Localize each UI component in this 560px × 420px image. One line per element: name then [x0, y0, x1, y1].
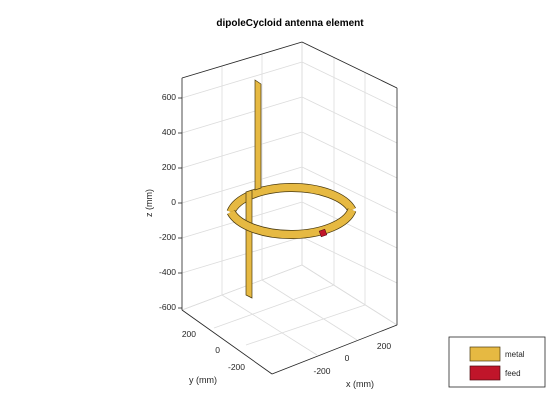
z-tick-label: -200 — [159, 232, 176, 242]
figure-title: dipoleCycloid antenna element — [216, 18, 364, 29]
y-tick-label: 0 — [215, 345, 220, 355]
y-axis-ticks: 200 0 -200 — [182, 329, 245, 372]
z-tick-label: -400 — [159, 267, 176, 277]
y-tick-label: -200 — [228, 362, 245, 372]
z-tick-label: -600 — [159, 302, 176, 312]
axes-box — [181, 41, 398, 375]
legend-swatch-metal — [469, 346, 501, 362]
x-axis-ticks: -200 0 200 — [313, 341, 391, 376]
legend: metal feed — [448, 336, 546, 388]
z-tick-label: 200 — [162, 162, 176, 172]
x-tick-label: 0 — [345, 353, 350, 363]
z-tick-label: 0 — [171, 197, 176, 207]
x-tick-label: 200 — [377, 341, 391, 351]
legend-label-metal: metal — [505, 350, 525, 359]
z-tick-label: 400 — [162, 127, 176, 137]
x-axis-label: x (mm) — [346, 379, 374, 389]
z-tick-label: 600 — [162, 92, 176, 102]
dipole-upper-arm — [254, 79, 262, 191]
feed-marker — [318, 228, 328, 238]
z-axis-label: z (mm) — [144, 189, 154, 217]
y-axis-label: y (mm) — [189, 375, 217, 385]
dipole-lower-arm — [245, 189, 253, 299]
y-tick-label: 200 — [182, 329, 196, 339]
legend-label-feed: feed — [505, 369, 521, 378]
axes-grid — [181, 41, 398, 375]
legend-swatch-feed — [469, 365, 501, 381]
z-axis-ticks: 600 400 200 0 -200 -400 -600 — [159, 92, 182, 312]
antenna-element — [226, 79, 357, 299]
x-tick-label: -200 — [313, 366, 330, 376]
